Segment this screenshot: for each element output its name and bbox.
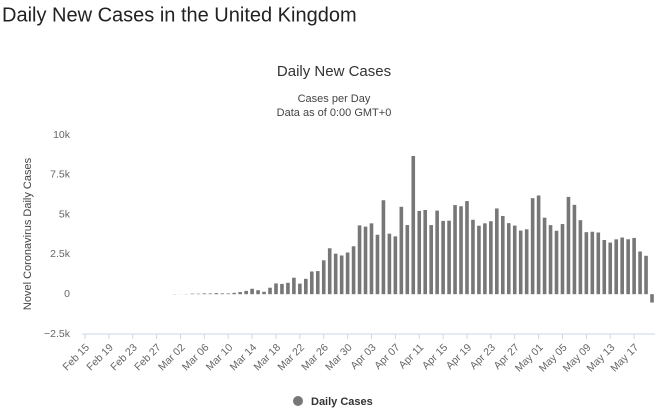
- bar: [554, 230, 559, 295]
- y-axis-label: Novel Coronavirus Daily Cases: [22, 157, 34, 310]
- bar: [411, 155, 416, 295]
- bar: [626, 239, 630, 295]
- bar: [638, 251, 642, 295]
- bar: [608, 242, 613, 295]
- bar: [548, 225, 553, 295]
- bar: [596, 232, 601, 295]
- bar: [232, 292, 237, 295]
- bar: [256, 290, 260, 295]
- y-tick-label: 5k: [59, 208, 71, 220]
- y-tick-label: 2.5k: [50, 248, 71, 260]
- y-tick-label: 7.5k: [50, 169, 71, 181]
- bar: [327, 248, 332, 295]
- bar: [399, 206, 404, 295]
- bar: [572, 204, 577, 295]
- bar: [304, 278, 308, 295]
- bar: [602, 240, 607, 295]
- bar: [190, 293, 195, 295]
- y-tick-label: 10k: [53, 129, 71, 141]
- bar: [477, 225, 481, 295]
- bar: [280, 283, 284, 295]
- bar: [423, 210, 428, 295]
- bar: [495, 208, 499, 295]
- bar: [417, 210, 422, 295]
- bar: [375, 234, 380, 295]
- x-tick-label: Apr 15: [420, 341, 450, 371]
- bar: [471, 219, 475, 295]
- bar: [524, 229, 529, 295]
- bar: [238, 292, 242, 295]
- bar: [453, 205, 457, 295]
- bar: [292, 277, 296, 295]
- bar: [298, 283, 302, 295]
- bar: [208, 293, 213, 295]
- chart-title: Daily New Cases: [277, 63, 391, 80]
- bar: [441, 220, 445, 295]
- bar: [202, 293, 207, 295]
- bar: [339, 255, 344, 295]
- bar: [644, 255, 648, 295]
- bar: [530, 198, 535, 295]
- legend-label: Daily Cases: [311, 396, 373, 408]
- bar: [321, 260, 326, 295]
- bar: [506, 223, 511, 295]
- x-tick-label: Mar 30: [323, 341, 355, 373]
- bar: [244, 290, 248, 295]
- bar: [614, 239, 619, 295]
- bar: [381, 200, 386, 295]
- bar: [632, 237, 636, 295]
- bar: [566, 196, 571, 295]
- bar: [560, 224, 565, 295]
- bar: [214, 293, 219, 295]
- bar: [512, 225, 517, 295]
- x-tick-label: Apr 19: [444, 341, 474, 371]
- page-title: Daily New Cases in the United Kingdom: [2, 4, 357, 26]
- bar: [387, 233, 392, 295]
- bar: [268, 287, 272, 295]
- bar: [459, 206, 463, 295]
- bar: [620, 237, 624, 295]
- subtitle: Cases per Day: [298, 93, 371, 105]
- bar: [286, 282, 290, 295]
- bar: [590, 231, 595, 295]
- bar: [405, 225, 410, 295]
- bar: [483, 223, 487, 295]
- x-tick-label: Apr 03: [348, 341, 378, 371]
- legend-swatch: [293, 396, 303, 406]
- bar: [393, 236, 398, 295]
- x-tick-label: Apr 07: [372, 341, 402, 371]
- bar: [536, 195, 541, 295]
- bar: [542, 217, 547, 295]
- bar: [435, 210, 439, 295]
- bar: [333, 253, 338, 295]
- bar: [500, 215, 505, 295]
- bar: [250, 288, 254, 295]
- bar: [465, 201, 469, 295]
- bar: [584, 232, 589, 295]
- bar: [345, 252, 350, 295]
- bar: [650, 294, 654, 303]
- y-tick-label: 0: [64, 288, 70, 300]
- subtitle: Data as of 0:00 GMT+0: [277, 107, 392, 119]
- bar: [309, 271, 314, 295]
- bar: [578, 220, 583, 295]
- bar: [429, 225, 433, 295]
- bar: [518, 230, 523, 295]
- bar: [369, 223, 374, 295]
- bar: [351, 246, 356, 295]
- bar: [447, 220, 451, 295]
- y-tick-label: −2.5k: [44, 328, 71, 340]
- bar: [262, 291, 266, 295]
- x-tick-label: Apr 23: [468, 341, 498, 371]
- bar: [274, 283, 278, 295]
- bar: [489, 221, 493, 295]
- bar: [220, 293, 225, 295]
- bar: [315, 271, 320, 295]
- bar: [226, 293, 231, 295]
- bar: [363, 226, 368, 295]
- bar: [357, 225, 362, 295]
